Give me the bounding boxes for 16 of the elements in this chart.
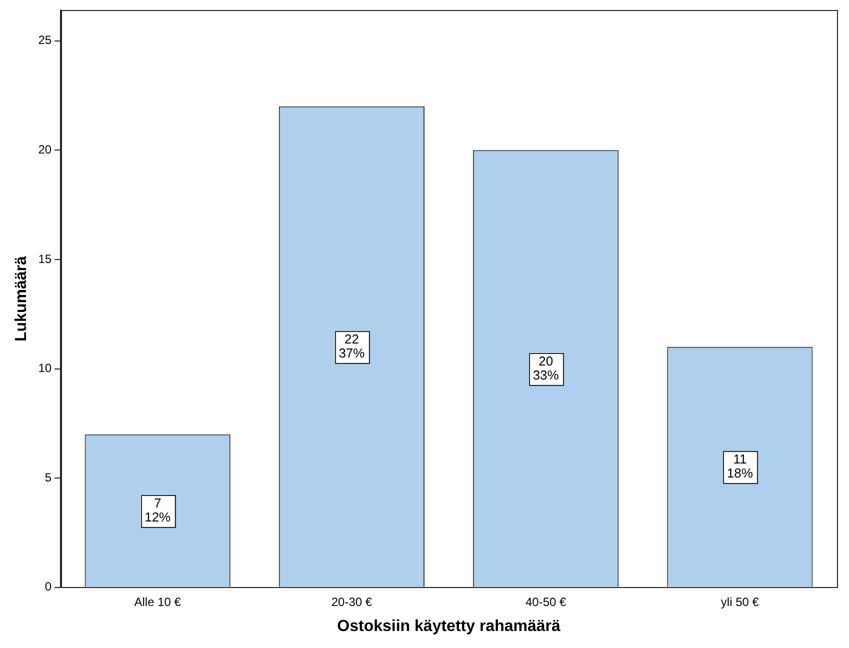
data-label: 11 18% — [726, 452, 754, 481]
y-tick-label: 0 — [44, 580, 52, 594]
y-tick-label: 15 — [38, 252, 52, 266]
x-tick-label: 40-50 € — [525, 594, 567, 609]
data-label: 7 12% — [144, 495, 172, 524]
y-tick-label: 20 — [38, 142, 52, 156]
y-tick-label: 25 — [38, 33, 52, 48]
x-tick-label: yli 50 € — [720, 594, 760, 609]
y-tick-label: 5 — [44, 470, 52, 484]
data-label: 22 37% — [338, 331, 366, 360]
x-tick-label: Alle 10 € — [134, 594, 182, 609]
x-axis-title: Ostoksiin käytetty rahamäärä — [337, 618, 560, 635]
y-tick-label: 10 — [38, 361, 52, 376]
y-axis-title: Lukumäärä — [13, 256, 30, 342]
x-tick-label: 20-30 € — [331, 594, 372, 609]
data-label: 20 33% — [532, 353, 560, 382]
